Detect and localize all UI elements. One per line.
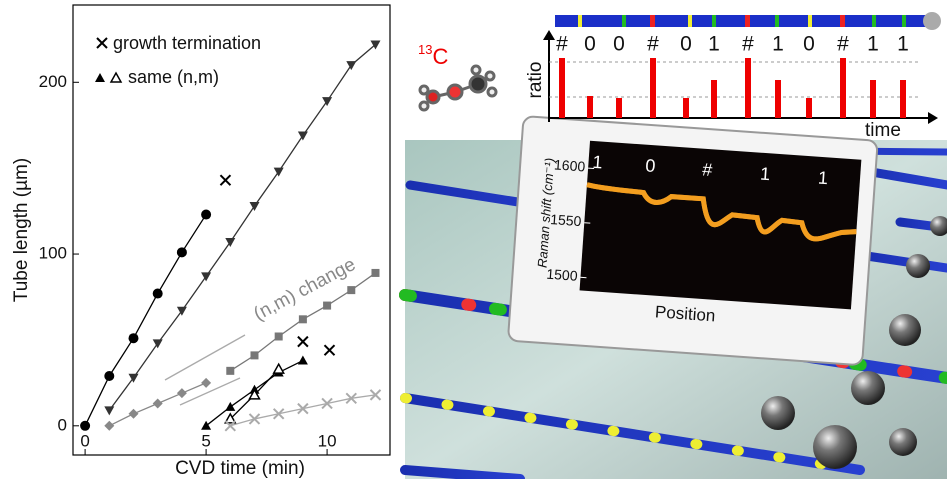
data-point	[249, 202, 259, 211]
data-point	[322, 97, 332, 106]
series-line	[109, 45, 375, 411]
ratio-bar	[559, 58, 565, 118]
data-point	[80, 421, 90, 431]
ratio-bar	[587, 96, 593, 118]
code-label: 0	[680, 33, 692, 56]
isotope-mass: 13	[418, 42, 432, 57]
data-point	[95, 73, 105, 82]
inset-code-label: 1	[759, 163, 770, 184]
data-point	[97, 38, 107, 48]
code-label: 1	[772, 33, 784, 56]
data-point	[371, 269, 379, 277]
data-point	[220, 175, 230, 185]
y-axis-label: Tube length (µm)	[11, 158, 32, 302]
data-point	[323, 302, 331, 310]
code-label: 0	[584, 33, 596, 56]
ratio-bar	[840, 58, 846, 118]
code-label: #	[742, 33, 754, 56]
ratio-bar	[745, 58, 751, 118]
ratio-label: ratio	[525, 62, 546, 99]
ratio-bar	[683, 98, 689, 118]
data-point	[128, 333, 138, 343]
legend-label: same (n,m)	[128, 67, 219, 87]
data-point	[153, 398, 163, 408]
x-axis-label: CVD time (min)	[175, 458, 305, 479]
data-point	[275, 332, 283, 340]
isotope-element: C	[432, 44, 448, 69]
inset-code-label: 1	[592, 152, 603, 173]
ratio-bar	[616, 98, 622, 118]
annotation: (n,m) change	[250, 254, 359, 325]
data-point	[226, 367, 234, 375]
inset-code-label: 0	[645, 155, 656, 176]
inset-code-label: 1	[817, 168, 828, 189]
data-point	[225, 238, 235, 247]
inset-y-tick-label: 1500	[546, 266, 578, 284]
series-line	[85, 215, 206, 426]
x-tick-label: 0	[80, 431, 89, 450]
ratio-bar	[775, 80, 781, 118]
code-label: 1	[897, 33, 909, 56]
data-point	[298, 356, 308, 365]
data-point	[249, 414, 259, 424]
data-point	[177, 247, 187, 257]
data-point	[298, 404, 308, 414]
inset-y-tick-label: 1600	[554, 156, 586, 174]
code-label: 0	[613, 33, 625, 56]
data-point	[128, 409, 138, 419]
data-point	[111, 73, 121, 82]
data-point	[325, 345, 335, 355]
ratio-bar	[806, 98, 812, 118]
data-point	[298, 132, 308, 141]
data-point	[347, 286, 355, 294]
data-point	[201, 378, 211, 388]
code-label: 0	[803, 33, 815, 56]
legend-label: growth termination	[113, 33, 261, 53]
data-point	[274, 409, 284, 419]
data-point	[298, 337, 308, 347]
time-label: time	[865, 120, 901, 141]
data-point	[104, 406, 114, 415]
inset-code-label: #	[702, 159, 713, 180]
ratio-bar	[870, 80, 876, 118]
data-point	[225, 402, 235, 411]
data-point	[153, 339, 163, 348]
data-point	[250, 351, 258, 359]
code-label: #	[837, 33, 849, 56]
ratio-bar	[711, 80, 717, 118]
data-point	[274, 168, 284, 177]
y-tick-label: 200	[39, 72, 67, 91]
data-point	[201, 421, 211, 430]
inset-y-tick-label: 1550	[550, 211, 582, 229]
code-label: #	[647, 33, 659, 56]
y-tick-label: 100	[39, 244, 67, 263]
data-point	[299, 315, 307, 323]
code-label: 1	[708, 33, 720, 56]
data-point	[153, 289, 163, 299]
x-tick-label: 5	[201, 431, 210, 450]
data-point	[177, 388, 187, 398]
code-label: 1	[867, 33, 879, 56]
data-point	[322, 398, 332, 408]
data-point	[104, 421, 114, 431]
data-point	[274, 364, 284, 373]
code-label: #	[556, 33, 568, 56]
ratio-bar	[900, 80, 906, 118]
data-point	[201, 210, 211, 220]
molecule	[420, 66, 496, 110]
data-point	[201, 272, 211, 281]
plot-frame	[73, 5, 390, 455]
data-point	[104, 371, 114, 381]
isotope-label: 13C	[418, 42, 448, 68]
ratio-bar	[650, 58, 656, 118]
x-tick-label: 10	[318, 431, 337, 450]
y-tick-label: 0	[58, 415, 67, 434]
data-point	[346, 61, 356, 70]
